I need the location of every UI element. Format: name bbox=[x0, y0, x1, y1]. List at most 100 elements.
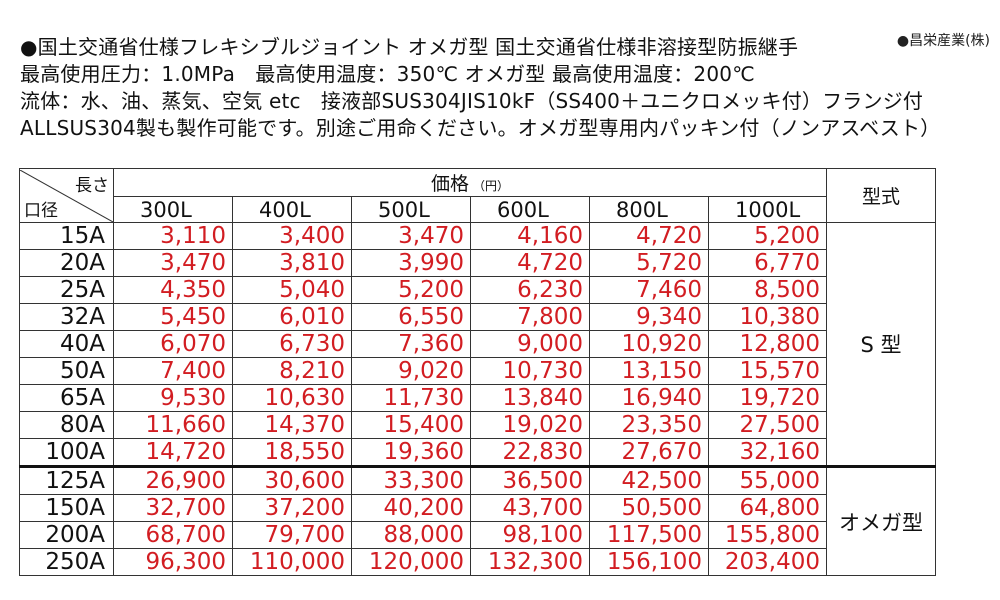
price-cell: 96,300 bbox=[113, 548, 233, 576]
table-row: 200A 68,700 79,700 88,000 98,100 117,500 155,8… bbox=[19, 521, 936, 549]
size-cell: 65A bbox=[19, 384, 114, 412]
price-cell: 3,110 bbox=[113, 222, 233, 250]
price-table: 長さ 口径 価格 （円） 型式 300L 400L 500L 600L 800L … bbox=[19, 168, 936, 576]
spec-header: ●国土交通省仕様フレキシブルジョイント オメガ型 国土交通省仕様非溶接型防振継手… bbox=[20, 34, 940, 142]
price-cell: 11,730 bbox=[351, 384, 471, 412]
price-cell: 7,360 bbox=[351, 330, 471, 358]
table-row: 125A 26,900 30,600 33,300 36,500 42,500 55,000… bbox=[19, 465, 936, 576]
price-cell: 16,940 bbox=[589, 384, 709, 412]
price-cell: 5,450 bbox=[113, 303, 233, 331]
price-cell: 5,040 bbox=[232, 276, 352, 304]
price-cell: 19,020 bbox=[470, 411, 590, 439]
price-cell: 10,380 bbox=[708, 303, 827, 331]
table-row: 100A 14,720 18,550 19,360 22,830 27,670 32,160 bbox=[19, 438, 936, 467]
spec-line-fluid: 流体：水、油、蒸気、空気 etc 接液部SUS304JIS10kF（SS400＋… bbox=[20, 89, 924, 113]
price-cell: 64,800 bbox=[708, 494, 827, 522]
length-column-header: 500L bbox=[351, 196, 471, 223]
size-cell: 250A bbox=[19, 548, 114, 576]
price-table-body: 15A 3,110 3,400 3,470 4,160 4,720 5,200 S 型 20A 3… bbox=[19, 222, 936, 576]
length-column-header: 400L bbox=[232, 196, 352, 223]
diameter-label: 口径 bbox=[24, 200, 58, 221]
price-cell: 6,730 bbox=[232, 330, 352, 358]
price-cell: 3,810 bbox=[232, 249, 352, 277]
price-cell: 40,200 bbox=[351, 494, 471, 522]
price-cell: 5,720 bbox=[589, 249, 709, 277]
price-cell: 5,200 bbox=[708, 222, 827, 250]
price-cell: 110,000 bbox=[232, 548, 352, 576]
price-cell: 9,530 bbox=[113, 384, 233, 412]
length-column-header: 1000L bbox=[708, 196, 827, 223]
price-label: 価格 bbox=[430, 173, 469, 195]
price-cell: 155,800 bbox=[708, 521, 827, 549]
table-row: 65A 9,530 10,630 11,730 13,840 16,940 19,720 bbox=[19, 384, 936, 412]
length-column-header: 800L bbox=[589, 196, 709, 223]
price-cell: 15,400 bbox=[351, 411, 471, 439]
price-unit: （円） bbox=[473, 179, 510, 193]
price-cell: 6,770 bbox=[708, 249, 827, 277]
price-cell: 8,210 bbox=[232, 357, 352, 385]
table-row: 20A 3,470 3,810 3,990 4,720 5,720 6,770 bbox=[19, 249, 936, 277]
price-cell: 27,670 bbox=[589, 438, 709, 467]
size-cell: 32A bbox=[19, 303, 114, 331]
price-cell: 18,550 bbox=[232, 438, 352, 467]
price-cell: 68,700 bbox=[113, 521, 233, 549]
price-cell: 7,460 bbox=[589, 276, 709, 304]
price-cell: 6,070 bbox=[113, 330, 233, 358]
length-column-header: 300L bbox=[113, 196, 233, 223]
price-cell: 9,020 bbox=[351, 357, 471, 385]
type-header: 型式 bbox=[826, 168, 936, 223]
price-cell: 27,500 bbox=[708, 411, 827, 439]
price-cell: 5,200 bbox=[351, 276, 471, 304]
price-cell: 3,990 bbox=[351, 249, 471, 277]
table-row: 50A 7,400 8,210 9,020 10,730 13,150 15,570 bbox=[19, 357, 936, 385]
size-cell: 100A bbox=[19, 438, 114, 467]
price-cell: 32,160 bbox=[708, 438, 827, 467]
price-cell: 98,100 bbox=[470, 521, 590, 549]
price-cell: 10,630 bbox=[232, 384, 352, 412]
price-cell: 7,400 bbox=[113, 357, 233, 385]
price-cell: 32,700 bbox=[113, 494, 233, 522]
price-cell: 10,920 bbox=[589, 330, 709, 358]
price-cell: 6,230 bbox=[470, 276, 590, 304]
type-cell: オメガ型 bbox=[826, 465, 936, 576]
price-cell: 37,200 bbox=[232, 494, 352, 522]
company-name: ●昌栄産業(株) bbox=[896, 33, 990, 49]
price-cell: 14,720 bbox=[113, 438, 233, 467]
spec-line-pressure: 最高使用圧力：1.0MPa 最高使用温度：350℃ オメガ型 最高使用温度：20… bbox=[20, 62, 755, 86]
price-cell: 203,400 bbox=[708, 548, 827, 576]
price-cell: 9,000 bbox=[470, 330, 590, 358]
price-cell: 15,570 bbox=[708, 357, 827, 385]
size-cell: 125A bbox=[19, 465, 114, 495]
price-cell: 4,160 bbox=[470, 222, 590, 250]
size-cell: 80A bbox=[19, 411, 114, 439]
price-cell: 11,660 bbox=[113, 411, 233, 439]
price-cell: 4,350 bbox=[113, 276, 233, 304]
price-cell: 6,010 bbox=[232, 303, 352, 331]
price-cell: 79,700 bbox=[232, 521, 352, 549]
diagonal-line-icon bbox=[20, 169, 113, 222]
price-cell: 6,550 bbox=[351, 303, 471, 331]
price-cell: 30,600 bbox=[232, 465, 352, 495]
length-label: 長さ bbox=[75, 175, 109, 196]
price-cell: 23,350 bbox=[589, 411, 709, 439]
table-row: 32A 5,450 6,010 6,550 7,800 9,340 10,380 bbox=[19, 303, 936, 331]
price-cell: 8,500 bbox=[708, 276, 827, 304]
size-cell: 150A bbox=[19, 494, 114, 522]
size-cell: 50A bbox=[19, 357, 114, 385]
price-cell: 55,000 bbox=[708, 465, 827, 495]
price-cell: 36,500 bbox=[470, 465, 590, 495]
price-cell: 4,720 bbox=[470, 249, 590, 277]
price-cell: 3,470 bbox=[351, 222, 471, 250]
price-cell: 9,340 bbox=[589, 303, 709, 331]
price-cell: 42,500 bbox=[589, 465, 709, 495]
table-row: 150A 32,700 37,200 40,200 43,700 50,500 64,800 bbox=[19, 494, 936, 522]
price-cell: 3,470 bbox=[113, 249, 233, 277]
price-cell: 117,500 bbox=[589, 521, 709, 549]
size-cell: 40A bbox=[19, 330, 114, 358]
price-cell: 3,400 bbox=[232, 222, 352, 250]
price-cell: 22,830 bbox=[470, 438, 590, 467]
size-cell: 25A bbox=[19, 276, 114, 304]
table-row: 80A 11,660 14,370 15,400 19,020 23,350 27,500 bbox=[19, 411, 936, 439]
price-cell: 26,900 bbox=[113, 465, 233, 495]
size-cell: 15A bbox=[19, 222, 114, 250]
